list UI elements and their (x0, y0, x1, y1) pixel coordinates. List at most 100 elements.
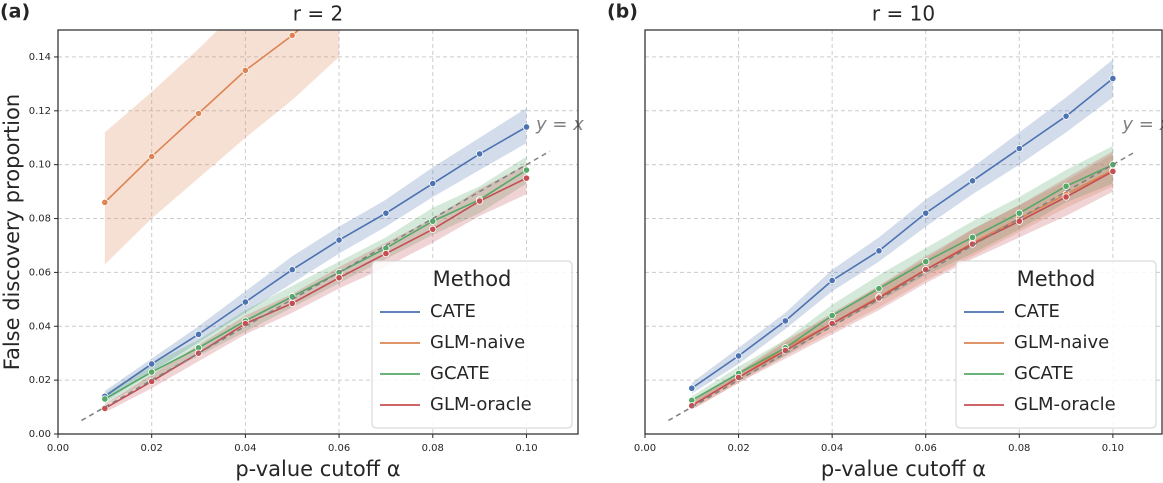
point (288, 31, 296, 39)
x-tick-label: 0.02 (141, 443, 163, 454)
legend-label: CATE (430, 301, 476, 322)
x-tick-label: 0.00 (634, 443, 656, 454)
y-tick-label: 0.10 (29, 160, 51, 171)
reference-label: y = x (1121, 114, 1163, 135)
point (968, 177, 977, 185)
legend-box (955, 260, 1157, 429)
legend-label: GLM-naive (430, 332, 525, 353)
point (288, 299, 296, 307)
x-tick-label: 0.10 (1102, 443, 1124, 454)
point (335, 274, 343, 282)
series-line (104, 30, 300, 203)
legend: Method CATE GLM-naive GCATE GLM-oracle (955, 260, 1157, 429)
point (382, 209, 390, 217)
x-axis-label: p-value cutoff α (821, 457, 986, 481)
point (968, 233, 977, 241)
axes-frame (644, 29, 1163, 435)
point (335, 236, 343, 244)
confidence-band (104, 156, 527, 405)
x-tick-label: 0.06 (915, 443, 937, 454)
point (734, 352, 743, 360)
confidence-band (691, 151, 1113, 410)
point (522, 123, 531, 131)
point (781, 317, 789, 325)
point (688, 384, 696, 392)
point (922, 209, 930, 217)
point (382, 249, 390, 258)
x-tick-label: 0.00 (47, 443, 69, 454)
x-tick-label: 0.08 (422, 443, 444, 454)
point (148, 152, 156, 161)
point (522, 174, 531, 182)
legend-label: CATE (1014, 301, 1060, 322)
point (875, 284, 883, 293)
point (476, 150, 484, 158)
point (1015, 209, 1023, 217)
legend: Method CATE GLM-naive GCATE GLM-oracle (371, 260, 573, 429)
y-tick-label: 0.14 (29, 52, 51, 63)
x-tick-label: 0.04 (821, 443, 843, 454)
series-line (691, 170, 1114, 407)
point (1062, 112, 1070, 120)
y-tick-label: 0.00 (29, 429, 51, 440)
chart-title: r = 2 (293, 2, 343, 26)
y-tick-label: 0.02 (29, 375, 51, 386)
x-tick-label: 0.04 (234, 443, 256, 454)
point (288, 266, 296, 274)
point (429, 179, 437, 188)
point (875, 247, 883, 255)
y-tick-label: 0.08 (29, 214, 51, 225)
chart-title: r = 10 (872, 2, 935, 26)
point (241, 66, 249, 75)
series-line (104, 126, 527, 397)
panel-label: (b) (607, 1, 638, 23)
legend-label: GLM-oracle (1014, 394, 1116, 415)
point (194, 330, 203, 338)
point (476, 197, 484, 205)
point (1062, 182, 1070, 190)
y-tick-label: 0.06 (29, 267, 51, 278)
point (241, 298, 249, 306)
y-axis-label: False discovery proportion (0, 94, 24, 370)
point (828, 311, 836, 320)
legend-title: Method (433, 267, 512, 291)
panel-label: (a) (0, 1, 30, 23)
point (1015, 217, 1023, 225)
point (148, 360, 156, 368)
point (1062, 193, 1070, 201)
x-axis-label: p-value cutoff α (235, 457, 400, 481)
x-tick-label: 0.02 (727, 443, 749, 454)
y-tick-label: 0.04 (29, 321, 51, 332)
point (922, 258, 930, 266)
point (1109, 74, 1117, 83)
axes-frame (57, 29, 579, 435)
series-line (104, 177, 527, 410)
plot-area (58, 30, 578, 434)
legend-label: GCATE (430, 363, 490, 384)
legend-label: GCATE (1014, 363, 1074, 384)
confidence-band (104, 30, 340, 265)
y-tick-label: 0.12 (29, 106, 51, 117)
point (148, 368, 156, 376)
point (522, 166, 531, 174)
point (194, 109, 203, 118)
x-tick-label: 0.06 (328, 443, 350, 454)
point (101, 395, 109, 403)
point (429, 225, 437, 233)
confidence-band (104, 164, 527, 413)
point (101, 198, 109, 206)
x-tick-label: 0.10 (515, 443, 537, 454)
point (1109, 167, 1117, 175)
legend-label: GLM-oracle (430, 394, 532, 415)
reference-line (81, 150, 551, 422)
legend-label: GLM-naive (1014, 332, 1109, 353)
reference-label: y = x (535, 114, 584, 135)
series-line (104, 169, 527, 400)
legend-box (371, 260, 573, 429)
point (1015, 144, 1023, 153)
point (828, 276, 836, 285)
x-tick-label: 0.08 (1008, 443, 1030, 454)
series-line (691, 163, 1114, 402)
legend-title: Method (1017, 267, 1096, 291)
